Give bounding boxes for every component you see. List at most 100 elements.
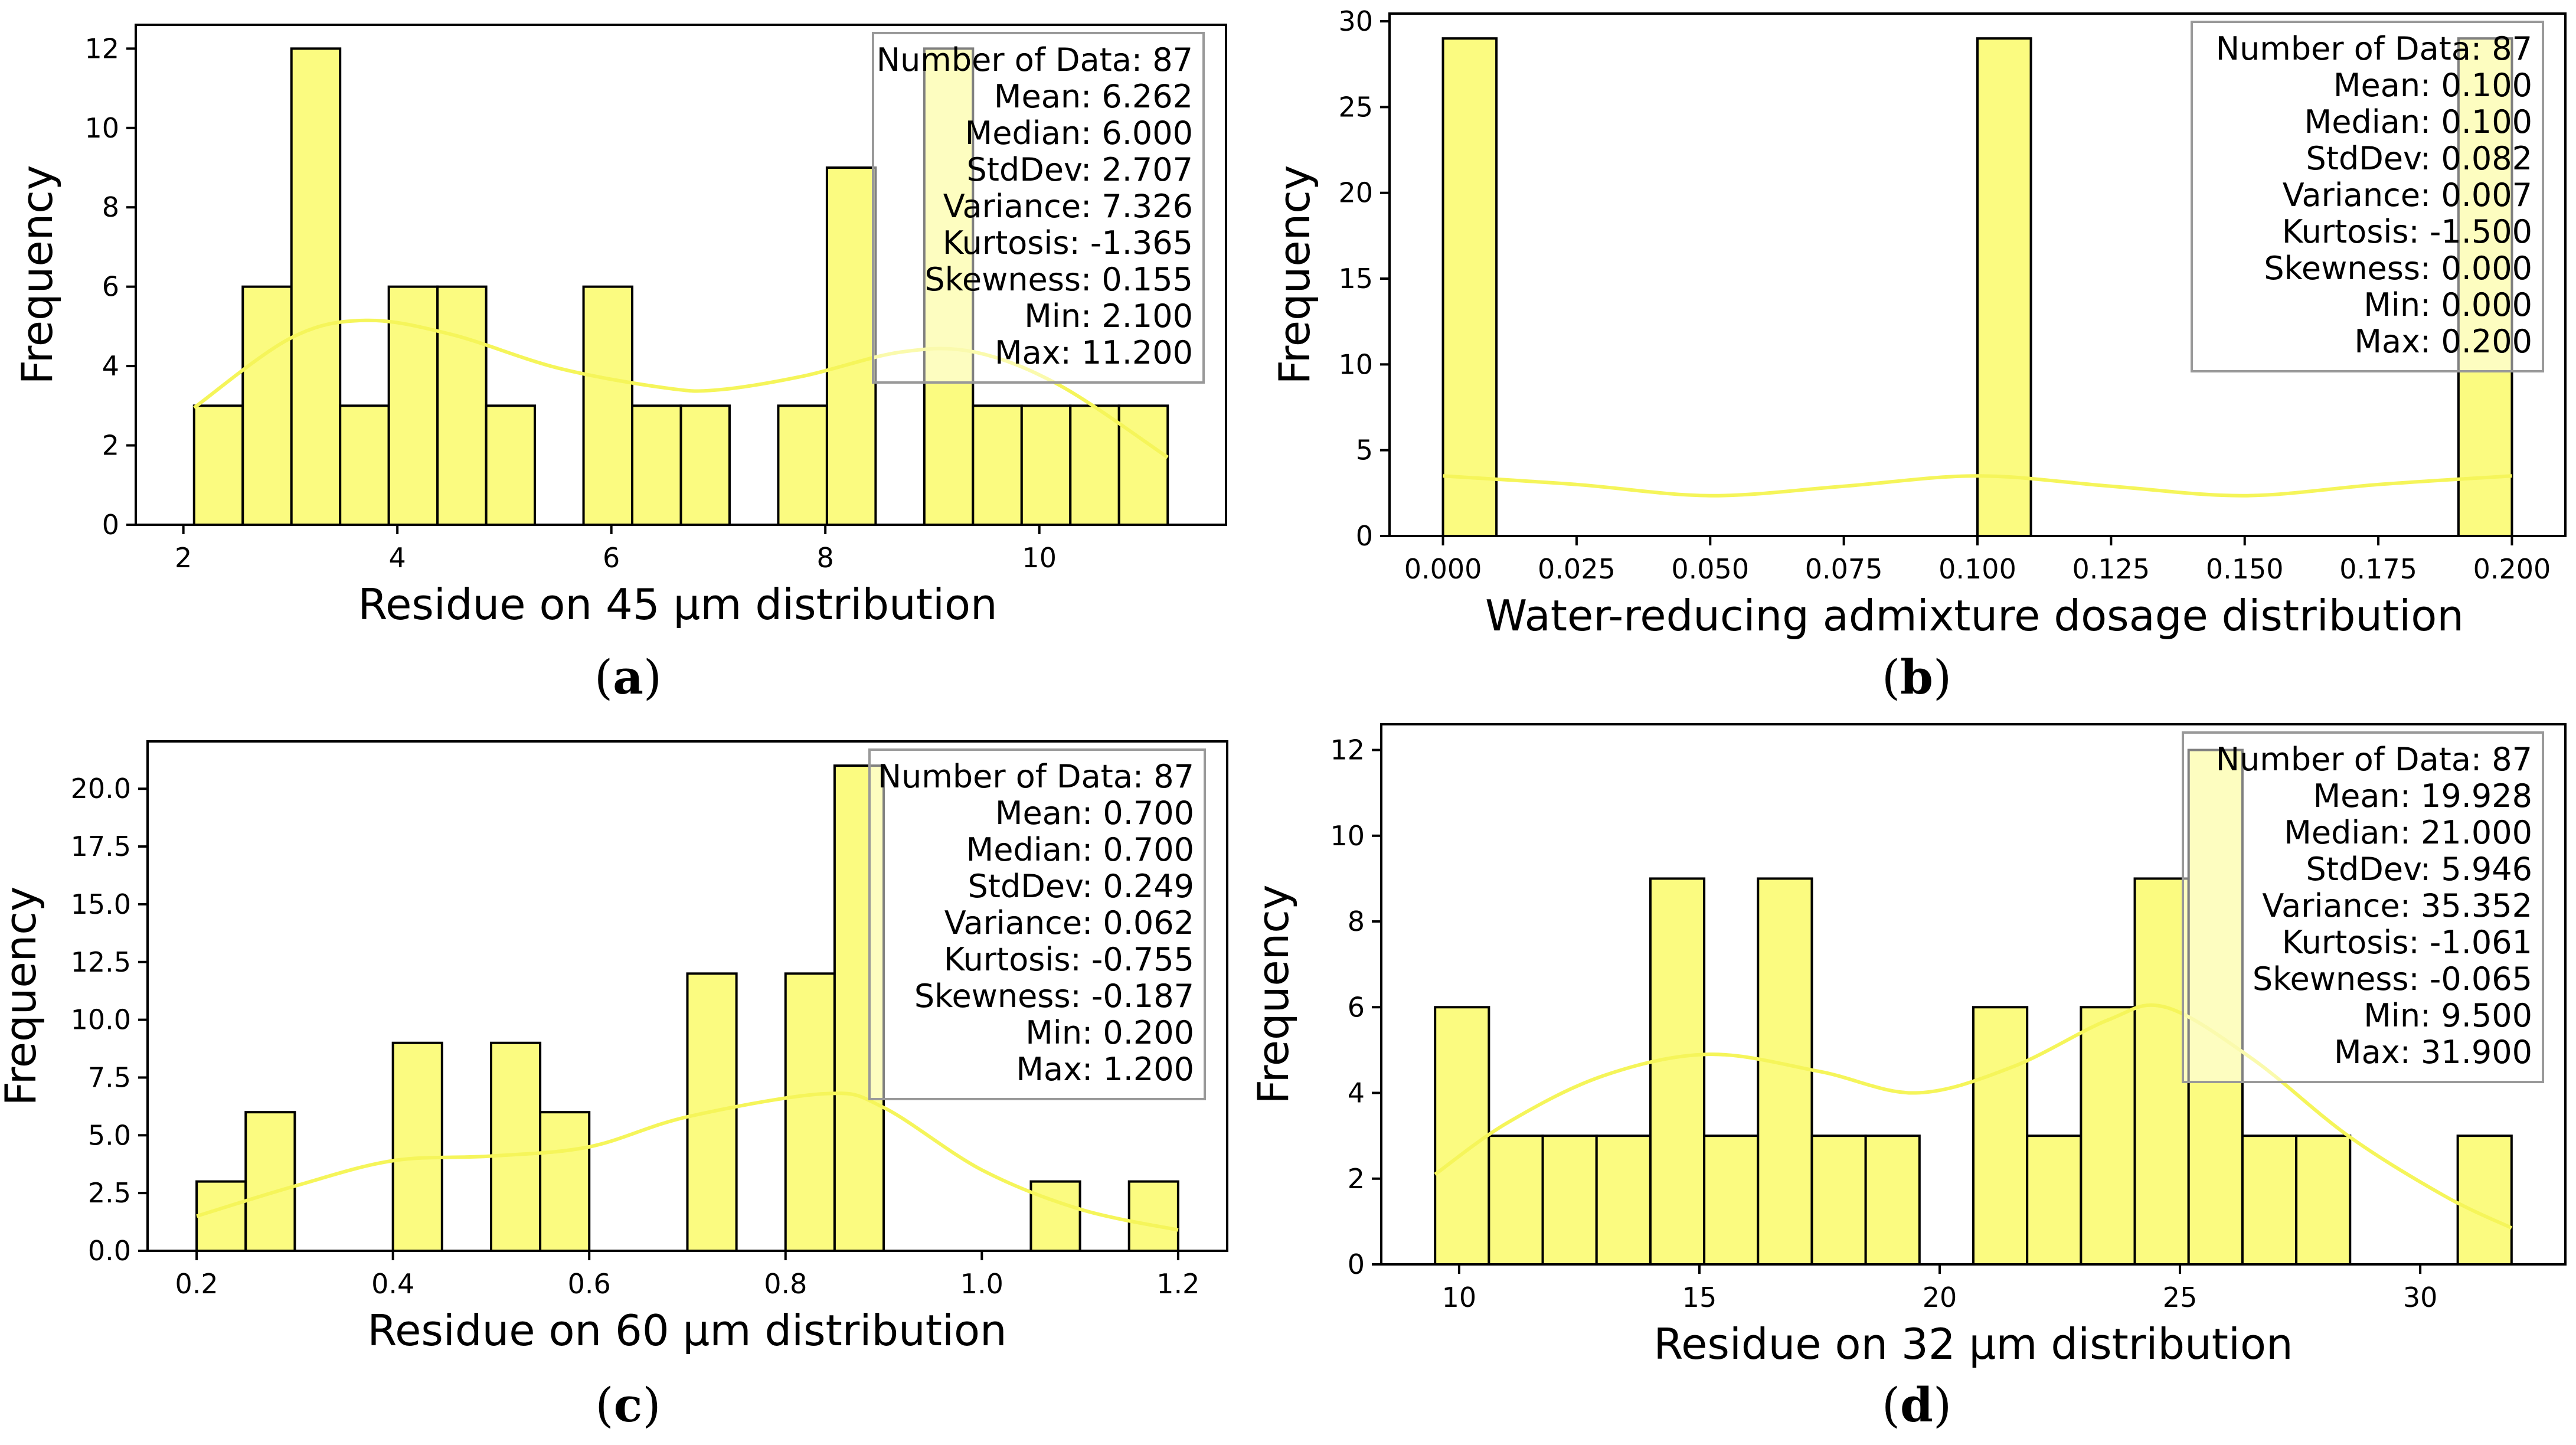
stats-box — [2191, 21, 2544, 372]
histogram-bar — [241, 285, 293, 526]
x-tick-label: 15 — [1682, 1281, 1717, 1313]
x-tick-label: 8 — [817, 542, 834, 574]
histogram-bar — [1117, 404, 1169, 526]
stats-line: Mean: 0.700 — [995, 795, 1194, 832]
panel-caption: (d) — [1882, 1377, 1951, 1433]
stats-line: StdDev: 2.707 — [967, 151, 1193, 188]
y-axis-label: Frequency — [1270, 165, 1319, 385]
histogram-bar — [1972, 1006, 2029, 1266]
stats-line: Mean: 6.262 — [994, 78, 1193, 115]
x-tick-label: 6 — [603, 542, 620, 574]
histogram-bar — [539, 1111, 591, 1252]
stats-line: Max: 11.200 — [995, 334, 1193, 371]
y-axis-label: Frequency — [0, 887, 45, 1106]
y-tick-label: 2.5 — [88, 1177, 131, 1209]
y-tick-label: 8 — [102, 191, 119, 223]
histogram-bar — [972, 404, 1023, 526]
y-tick-label: 4 — [1348, 1077, 1365, 1109]
histogram-bar — [1703, 1135, 1760, 1266]
y-tick-label: 8 — [1348, 905, 1365, 937]
y-tick-label: 20 — [1338, 177, 1373, 209]
y-tick-label: 15.0 — [71, 888, 131, 920]
x-axis-label: Residue on 32 μm distribution — [1653, 1319, 2293, 1369]
histogram-bar — [2080, 1006, 2136, 1266]
histogram-bar — [777, 404, 828, 526]
x-tick-label: 30 — [2403, 1281, 2438, 1313]
y-tick-label: 2 — [102, 430, 119, 462]
x-tick-label: 10 — [1022, 542, 1057, 574]
x-axis-label: Residue on 60 μm distribution — [367, 1306, 1006, 1355]
stats-line: Median: 21.000 — [2284, 814, 2532, 851]
x-tick-label: 0.050 — [1671, 553, 1749, 585]
y-tick-label: 6 — [1348, 991, 1365, 1023]
histogram-bar — [1864, 1135, 1921, 1266]
plot-frame — [1380, 723, 2567, 1266]
histogram-bar — [1020, 404, 1072, 526]
y-tick-label: 12 — [1330, 734, 1365, 766]
stats-line: Max: 0.200 — [2354, 323, 2532, 360]
x-tick-label: 1.0 — [960, 1268, 1003, 1300]
y-tick-label: 30 — [1338, 5, 1373, 37]
y-tick-label: 2 — [1348, 1163, 1365, 1195]
histogram-bar — [2133, 877, 2190, 1266]
histogram-bar — [195, 1180, 247, 1253]
stats-line: Skewness: -0.187 — [914, 978, 1194, 1015]
histogram-bar — [1488, 1135, 1544, 1266]
histogram-bar — [2026, 1135, 2083, 1266]
y-tick-label: 4 — [102, 350, 119, 382]
y-tick-label: 0 — [1348, 1248, 1365, 1280]
stats-line: Variance: 35.352 — [2262, 887, 2532, 924]
histogram-bar — [784, 972, 836, 1252]
panel-caption: (b) — [1882, 649, 1951, 705]
panel-caption: (a) — [594, 649, 662, 705]
y-tick-label: 0 — [1356, 520, 1373, 552]
stats-line: Variance: 0.007 — [2283, 176, 2532, 214]
stats-line: Kurtosis: -1.500 — [2282, 213, 2532, 250]
stats-line: Mean: 0.100 — [2333, 67, 2532, 104]
x-tick-label: 0.025 — [1538, 553, 1616, 585]
stats-line: Skewness: 0.000 — [2264, 250, 2532, 287]
stats-box — [868, 748, 1206, 1100]
y-tick-label: 10 — [1330, 820, 1365, 852]
histogram-bar — [1595, 1135, 1652, 1266]
y-tick-label: 10 — [1338, 348, 1373, 380]
stats-line: StdDev: 0.082 — [2306, 140, 2532, 177]
x-axis-label: Residue on 45 μm distribution — [358, 580, 997, 629]
stats-line: Median: 6.000 — [965, 115, 1193, 152]
x-tick-label: 25 — [2163, 1281, 2198, 1313]
stats-line: Min: 9.500 — [2363, 997, 2532, 1034]
stats-line: Skewness: 0.155 — [924, 261, 1193, 298]
x-tick-label: 1.2 — [1156, 1268, 1199, 1300]
y-tick-label: 5.0 — [88, 1119, 131, 1151]
histogram-bar — [244, 1111, 296, 1252]
x-axis-label: Water-reducing admixture dosage distribu… — [1485, 591, 2464, 640]
x-tick-label: 2 — [175, 542, 192, 574]
x-tick-label: 20 — [1923, 1281, 1957, 1313]
kde-curve — [1443, 474, 2512, 498]
y-tick-label: 6 — [102, 271, 119, 303]
stats-box — [2182, 731, 2544, 1083]
x-tick-label: 0.8 — [764, 1268, 807, 1300]
stats-line: Max: 1.200 — [1016, 1051, 1194, 1088]
x-tick-label: 0.175 — [2339, 553, 2417, 585]
histogram-bar — [339, 404, 390, 526]
stats-line: StdDev: 0.249 — [968, 868, 1194, 905]
y-tick-label: 12.5 — [71, 946, 131, 978]
x-tick-label: 0.125 — [2072, 553, 2150, 585]
x-tick-label: 0.6 — [568, 1268, 611, 1300]
x-tick-label: 10 — [1442, 1281, 1477, 1313]
histogram-bar — [825, 166, 877, 526]
histogram-bar — [485, 404, 537, 526]
histogram-bar — [1127, 1180, 1179, 1253]
x-tick-label: 0.000 — [1404, 553, 1482, 585]
stats-line: Min: 0.200 — [1025, 1014, 1194, 1051]
y-tick-label: 15 — [1338, 263, 1373, 295]
stats-line: Number of Data: 87 — [877, 41, 1193, 79]
histogram-bar — [1441, 37, 1498, 537]
histogram-bar — [1541, 1135, 1598, 1266]
histogram-bar — [2241, 1135, 2298, 1266]
y-tick-label: 0.0 — [88, 1235, 131, 1267]
